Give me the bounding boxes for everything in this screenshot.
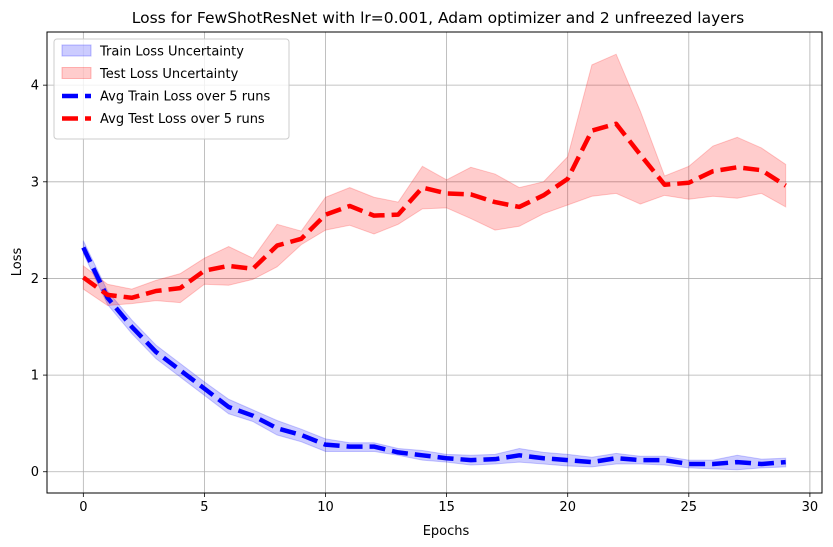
legend: Train Loss Uncertainty Test Loss Uncertai… xyxy=(53,38,290,140)
y-axis-label: Loss xyxy=(10,248,25,277)
y-tick-label: 4 xyxy=(31,79,39,94)
x-tick-label: 10 xyxy=(317,500,334,515)
plot-frame xyxy=(46,31,823,494)
uncertainty-bands xyxy=(82,53,787,471)
legend-swatch xyxy=(61,67,92,79)
legend-entry-label: Test Loss Uncertainty xyxy=(99,67,239,82)
legend-entry-label: Avg Train Loss over 5 runs xyxy=(100,90,271,105)
legend-box xyxy=(53,38,290,140)
train-uncertainty-band xyxy=(82,240,787,471)
x-tick-label: 30 xyxy=(802,500,819,515)
x-tick-label: 20 xyxy=(559,500,576,515)
train-loss-line xyxy=(81,246,786,467)
test-uncertainty-band xyxy=(82,53,787,307)
series-lines xyxy=(81,121,787,467)
y-tick-label: 2 xyxy=(31,272,39,287)
x-tick-label: 5 xyxy=(200,500,208,515)
x-tick-label: 0 xyxy=(79,500,87,515)
y-tick-label: 3 xyxy=(31,175,39,190)
x-tick-label: 25 xyxy=(681,500,698,515)
y-axis-ticks: 0 1 2 3 4 xyxy=(31,79,47,480)
chart-title: Loss for FewShotResNet with lr=0.001, Ad… xyxy=(132,9,744,27)
x-axis-ticks: 0 5 10 15 20 25 30 xyxy=(79,493,818,515)
y-tick-label: 1 xyxy=(31,369,39,384)
y-tick-label: 0 xyxy=(31,465,39,480)
test-loss-line xyxy=(82,121,787,301)
legend-swatch xyxy=(61,44,92,57)
x-axis-label: Epochs xyxy=(423,524,470,539)
legend-entry-label: Avg Test Loss over 5 runs xyxy=(100,112,265,127)
legend-entry-label: Train Loss Uncertainty xyxy=(99,45,244,60)
x-tick-label: 15 xyxy=(438,500,455,515)
